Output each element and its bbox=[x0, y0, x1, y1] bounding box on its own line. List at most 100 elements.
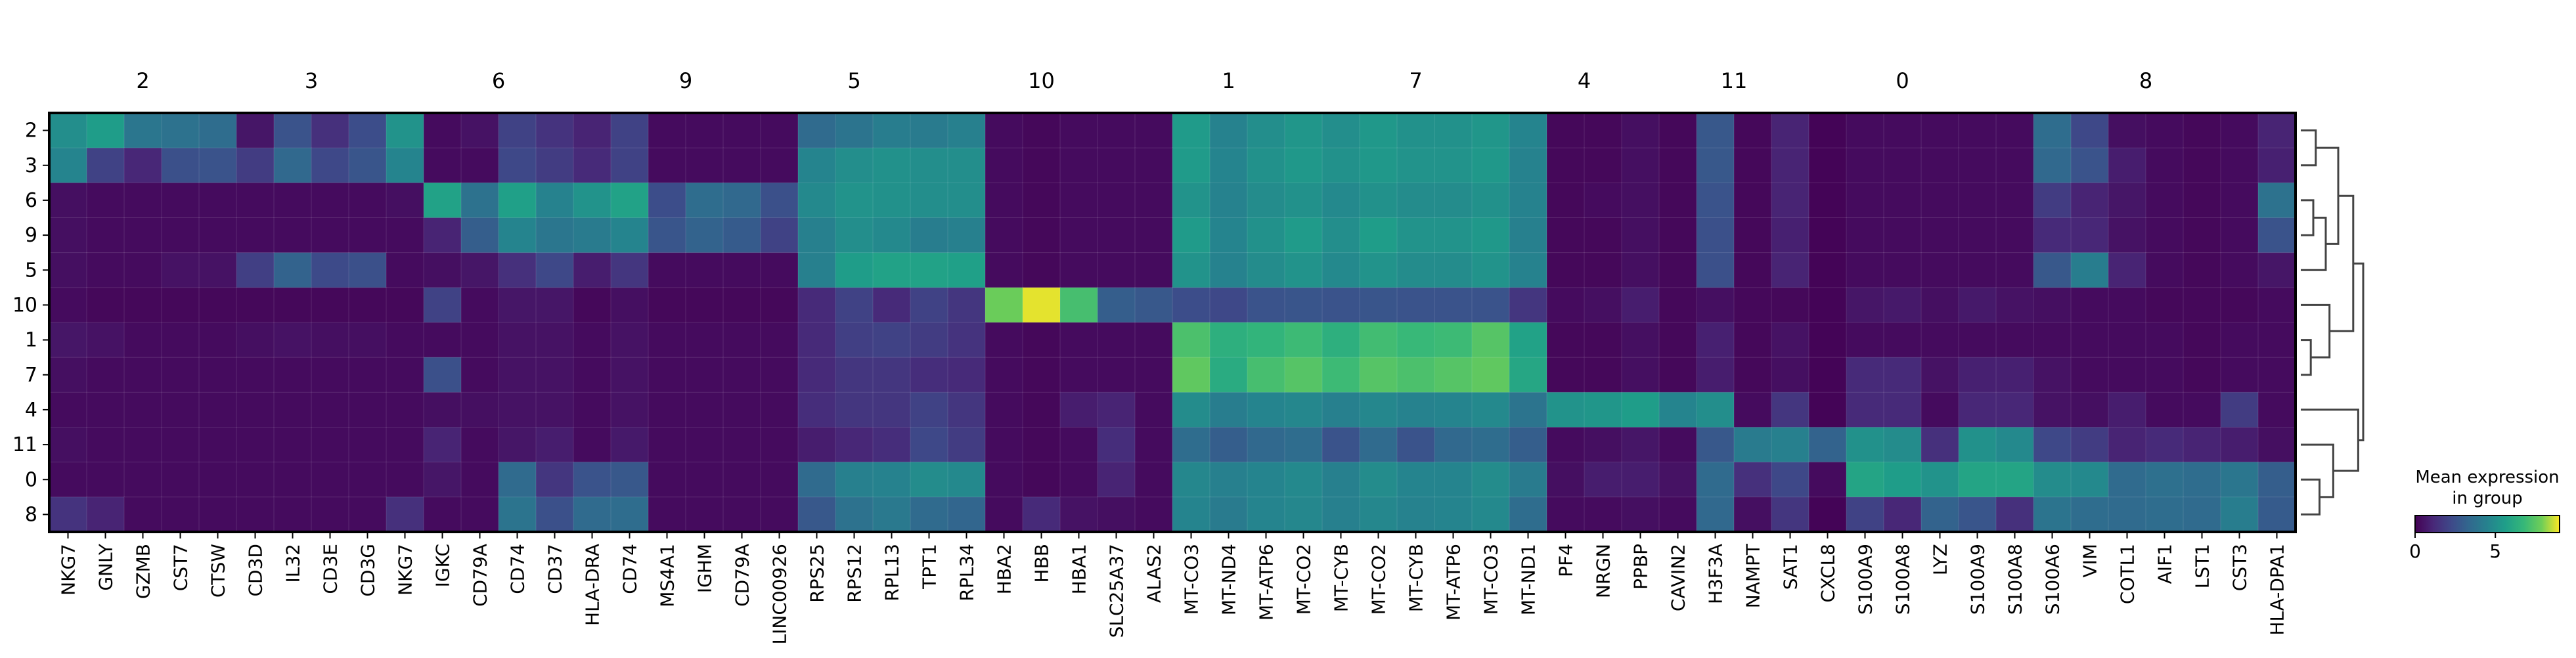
heatmap-cell bbox=[760, 391, 799, 428]
column-label: MT-ATP6 bbox=[1443, 544, 1465, 621]
heatmap-cell bbox=[1059, 112, 1099, 149]
heatmap-cell bbox=[1621, 287, 1660, 324]
heatmap-cell bbox=[1696, 217, 1735, 253]
heatmap-cell bbox=[273, 357, 313, 393]
heatmap-cell bbox=[1883, 252, 1922, 288]
heatmap-cell bbox=[1022, 147, 1061, 184]
column-label: GZMB bbox=[133, 544, 154, 599]
heatmap-cell bbox=[648, 112, 687, 149]
heatmap-cell bbox=[1509, 427, 1548, 463]
heatmap-cell bbox=[123, 252, 163, 288]
heatmap-cell bbox=[1621, 322, 1660, 359]
heatmap-cell bbox=[49, 287, 88, 324]
heatmap-cell bbox=[1172, 287, 1211, 324]
heatmap-cell bbox=[722, 427, 762, 463]
heatmap-cell bbox=[273, 391, 313, 428]
column-label: H3F3A bbox=[1705, 544, 1727, 604]
heatmap-cell bbox=[1284, 391, 1323, 428]
heatmap-cell bbox=[872, 112, 912, 149]
heatmap-cell bbox=[161, 287, 200, 324]
heatmap-cell bbox=[2108, 112, 2147, 149]
heatmap-cell bbox=[2145, 496, 2185, 533]
column-label: IGKC bbox=[432, 544, 454, 587]
heatmap-cell bbox=[985, 112, 1024, 149]
heatmap-cell bbox=[872, 287, 912, 324]
heatmap-cell bbox=[1509, 217, 1548, 253]
heatmap-cell bbox=[722, 322, 762, 359]
column-label: MT-ND4 bbox=[1218, 544, 1240, 615]
column-label: RPS25 bbox=[807, 544, 828, 603]
heatmap-cell bbox=[835, 217, 874, 253]
heatmap-cell bbox=[1621, 252, 1660, 288]
heatmap-cell bbox=[1546, 112, 1586, 149]
heatmap-cell bbox=[123, 112, 163, 149]
heatmap-cell bbox=[685, 357, 724, 393]
heatmap-cell bbox=[573, 462, 612, 498]
heatmap-cell bbox=[2033, 462, 2072, 498]
heatmap-cell bbox=[1808, 322, 1848, 359]
heatmap-cell bbox=[685, 391, 724, 428]
heatmap-cell bbox=[1546, 287, 1586, 324]
heatmap-cell bbox=[273, 217, 313, 253]
heatmap-cell bbox=[685, 217, 724, 253]
heatmap-cell bbox=[423, 391, 462, 428]
heatmap-cell bbox=[685, 322, 724, 359]
heatmap-cell bbox=[236, 391, 275, 428]
column-label: ALAS2 bbox=[1144, 544, 1165, 603]
heatmap-cell bbox=[2183, 496, 2222, 533]
heatmap-cell bbox=[1733, 357, 1773, 393]
heatmap-cell bbox=[648, 357, 687, 393]
heatmap-cells bbox=[49, 112, 2297, 533]
heatmap-cell bbox=[161, 357, 200, 393]
column-label: TPT1 bbox=[919, 544, 941, 590]
heatmap-cell bbox=[947, 182, 987, 219]
heatmap-cell bbox=[1921, 147, 1960, 184]
heatmap-cell bbox=[1958, 322, 1997, 359]
group-label: 4 bbox=[1578, 68, 1591, 93]
heatmap-cell bbox=[2033, 496, 2072, 533]
heatmap-cell bbox=[386, 427, 425, 463]
heatmap-cell bbox=[1546, 217, 1586, 253]
heatmap-cell bbox=[161, 112, 200, 149]
heatmap-cell bbox=[610, 112, 650, 149]
heatmap-cell bbox=[2070, 462, 2110, 498]
heatmap-cell bbox=[2108, 357, 2147, 393]
heatmap-cell bbox=[1022, 427, 1061, 463]
heatmap-cell bbox=[460, 496, 500, 533]
heatmap-cell bbox=[1434, 322, 1473, 359]
column-label: NKG7 bbox=[395, 544, 416, 596]
heatmap-cell bbox=[2070, 182, 2110, 219]
column-label: VIM bbox=[2079, 544, 2101, 578]
heatmap-cell bbox=[1321, 112, 1361, 149]
heatmap-cell bbox=[1509, 287, 1548, 324]
heatmap-cell bbox=[1172, 462, 1211, 498]
heatmap-cell bbox=[1658, 252, 1698, 288]
heatmap-cell bbox=[123, 427, 163, 463]
heatmap-cell bbox=[498, 322, 537, 359]
heatmap-cell bbox=[386, 462, 425, 498]
heatmap-cell bbox=[947, 427, 987, 463]
column-label: AIF1 bbox=[2154, 544, 2176, 584]
heatmap-cell bbox=[161, 427, 200, 463]
heatmap-cell bbox=[760, 217, 799, 253]
heatmap-cell bbox=[236, 287, 275, 324]
heatmap-cell bbox=[2257, 496, 2297, 533]
heatmap-cell bbox=[273, 287, 313, 324]
heatmap-cell bbox=[1921, 112, 1960, 149]
heatmap-cell bbox=[2220, 287, 2259, 324]
heatmap-cell bbox=[947, 287, 987, 324]
heatmap-cell bbox=[1097, 252, 1136, 288]
column-label: CD3E bbox=[320, 544, 342, 594]
heatmap-cell bbox=[1059, 182, 1099, 219]
heatmap-cell bbox=[1321, 182, 1361, 219]
heatmap-cell bbox=[1771, 112, 1810, 149]
heatmap-cell bbox=[161, 147, 200, 184]
heatmap-cell bbox=[1958, 496, 1997, 533]
heatmap-cell bbox=[1995, 322, 2035, 359]
dendrogram-branch bbox=[2301, 339, 2312, 376]
heatmap-cell bbox=[685, 462, 724, 498]
heatmap-cell bbox=[2108, 391, 2147, 428]
heatmap-cell bbox=[1883, 147, 1922, 184]
heatmap-cell bbox=[2070, 287, 2110, 324]
heatmap-cell bbox=[1359, 357, 1398, 393]
